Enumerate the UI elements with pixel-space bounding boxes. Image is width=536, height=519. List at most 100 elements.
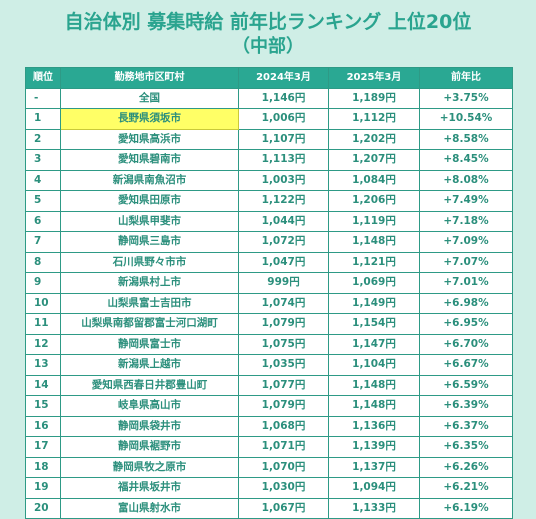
wage-2024-cell: 1,122円	[238, 190, 329, 212]
wage-2025-cell: 1,137円	[328, 456, 420, 478]
municipality-cell: 愛知県碧南市	[60, 149, 239, 171]
municipality-cell: 富山県射水市	[60, 497, 239, 519]
municipality-cell: 愛知県西春日井郡豊山町	[60, 374, 239, 396]
page-subtitle: （中部）	[232, 36, 304, 57]
yoy-cell: +6.37%	[419, 415, 513, 437]
wage-2025-cell: 1,139円	[328, 436, 420, 458]
wage-2025-cell: 1,202円	[328, 128, 420, 150]
wage-2024-cell: 1,003円	[238, 169, 329, 191]
yoy-cell: +6.21%	[419, 477, 513, 499]
wage-2025-cell: 1,148円	[328, 374, 420, 396]
rank-cell: 15	[25, 395, 61, 417]
wage-2024-cell: 1,047円	[238, 251, 329, 273]
yoy-cell: +7.49%	[419, 190, 513, 212]
table-row: 11 山梨県南都留郡富士河口湖町 1,079円 1,154円 +6.95%	[25, 313, 513, 335]
wage-2024-cell: 1,030円	[238, 477, 329, 499]
wage-2024-cell: 1,068円	[238, 415, 329, 437]
yoy-cell: +7.18%	[419, 210, 513, 232]
yoy-cell: +6.70%	[419, 333, 513, 355]
municipality-cell: 新潟県上越市	[60, 354, 239, 376]
table-row: 2 愛知県高浜市 1,107円 1,202円 +8.58%	[25, 128, 513, 150]
rank-cell: 8	[25, 251, 61, 273]
municipality-cell: 静岡県袋井市	[60, 415, 239, 437]
wage-2024-cell: 1,075円	[238, 333, 329, 355]
header-2024: 2024年3月	[238, 67, 329, 89]
municipality-cell: 岐阜県高山市	[60, 395, 239, 417]
rank-cell: 5	[25, 190, 61, 212]
rank-cell: 4	[25, 169, 61, 191]
table-row: 10 山梨県富士吉田市 1,074円 1,149円 +6.98%	[25, 292, 513, 314]
yoy-cell: +10.54%	[419, 108, 513, 130]
rank-cell: 20	[25, 497, 61, 519]
yoy-cell: +7.07%	[419, 251, 513, 273]
wage-2024-cell: 1,146円	[238, 87, 329, 109]
table-row: 7 静岡県三島市 1,072円 1,148円 +7.09%	[25, 231, 513, 253]
wage-2024-cell: 1,067円	[238, 497, 329, 519]
yoy-cell: +3.75%	[419, 87, 513, 109]
table-row: 20 富山県射水市 1,067円 1,133円 +6.19%	[25, 497, 513, 519]
municipality-cell: 長野県須坂市	[60, 108, 239, 130]
table-header-row: 順位 勤務地市区町村 2024年3月 2025年3月 前年比	[25, 67, 513, 89]
table-row: 5 愛知県田原市 1,122円 1,206円 +7.49%	[25, 190, 513, 212]
table-row: 3 愛知県碧南市 1,113円 1,207円 +8.45%	[25, 149, 513, 171]
table-row: 6 山梨県甲斐市 1,044円 1,119円 +7.18%	[25, 210, 513, 232]
table-row: 12 静岡県富士市 1,075円 1,147円 +6.70%	[25, 333, 513, 355]
wage-2025-cell: 1,133円	[328, 497, 420, 519]
table-row: 14 愛知県西春日井郡豊山町 1,077円 1,148円 +6.59%	[25, 374, 513, 396]
table-row: 8 石川県野々市市 1,047円 1,121円 +7.07%	[25, 251, 513, 273]
rank-cell: 2	[25, 128, 61, 150]
yoy-cell: +8.45%	[419, 149, 513, 171]
wage-2024-cell: 999円	[238, 272, 329, 294]
rank-cell: 14	[25, 374, 61, 396]
yoy-cell: +8.08%	[419, 169, 513, 191]
municipality-cell: 全国	[60, 87, 239, 109]
wage-2025-cell: 1,154円	[328, 313, 420, 335]
ranking-table: 順位 勤務地市区町村 2024年3月 2025年3月 前年比 - 全国 1,146円…	[25, 67, 513, 519]
rank-cell: 10	[25, 292, 61, 314]
table-row: - 全国 1,146円 1,189円 +3.75%	[25, 87, 513, 109]
wage-2025-cell: 1,206円	[328, 190, 420, 212]
yoy-cell: +8.58%	[419, 128, 513, 150]
wage-2024-cell: 1,107円	[238, 128, 329, 150]
yoy-cell: +6.26%	[419, 456, 513, 478]
header-municipality: 勤務地市区町村	[60, 67, 239, 89]
header-2025: 2025年3月	[328, 67, 420, 89]
rank-cell: 13	[25, 354, 61, 376]
rank-cell: 7	[25, 231, 61, 253]
wage-2025-cell: 1,112円	[328, 108, 420, 130]
yoy-cell: +6.19%	[419, 497, 513, 519]
wage-2024-cell: 1,070円	[238, 456, 329, 478]
municipality-cell: 新潟県村上市	[60, 272, 239, 294]
yoy-cell: +6.39%	[419, 395, 513, 417]
rank-cell: 19	[25, 477, 61, 499]
table-row: 17 静岡県裾野市 1,071円 1,139円 +6.35%	[25, 436, 513, 458]
table-row: 9 新潟県村上市 999円 1,069円 +7.01%	[25, 272, 513, 294]
yoy-cell: +6.67%	[419, 354, 513, 376]
municipality-cell: 山梨県南都留郡富士河口湖町	[60, 313, 239, 335]
municipality-cell: 静岡県牧之原市	[60, 456, 239, 478]
rank-cell: 12	[25, 333, 61, 355]
table-row: 1 長野県須坂市 1,006円 1,112円 +10.54%	[25, 108, 513, 130]
table-row: 15 岐阜県高山市 1,079円 1,148円 +6.39%	[25, 395, 513, 417]
yoy-cell: +6.59%	[419, 374, 513, 396]
table-row: 13 新潟県上越市 1,035円 1,104円 +6.67%	[25, 354, 513, 376]
header-yoy: 前年比	[419, 67, 513, 89]
yoy-cell: +6.35%	[419, 436, 513, 458]
wage-2025-cell: 1,136円	[328, 415, 420, 437]
wage-2025-cell: 1,121円	[328, 251, 420, 273]
yoy-cell: +7.09%	[419, 231, 513, 253]
wage-2024-cell: 1,079円	[238, 395, 329, 417]
municipality-cell: 石川県野々市市	[60, 251, 239, 273]
municipality-cell: 静岡県裾野市	[60, 436, 239, 458]
wage-2025-cell: 1,094円	[328, 477, 420, 499]
rank-cell: -	[25, 87, 61, 109]
wage-2024-cell: 1,074円	[238, 292, 329, 314]
rank-cell: 11	[25, 313, 61, 335]
header-rank: 順位	[25, 67, 61, 89]
rank-cell: 6	[25, 210, 61, 232]
wage-2024-cell: 1,079円	[238, 313, 329, 335]
wage-2025-cell: 1,148円	[328, 231, 420, 253]
wage-2024-cell: 1,035円	[238, 354, 329, 376]
municipality-cell: 福井県坂井市	[60, 477, 239, 499]
municipality-cell: 愛知県高浜市	[60, 128, 239, 150]
